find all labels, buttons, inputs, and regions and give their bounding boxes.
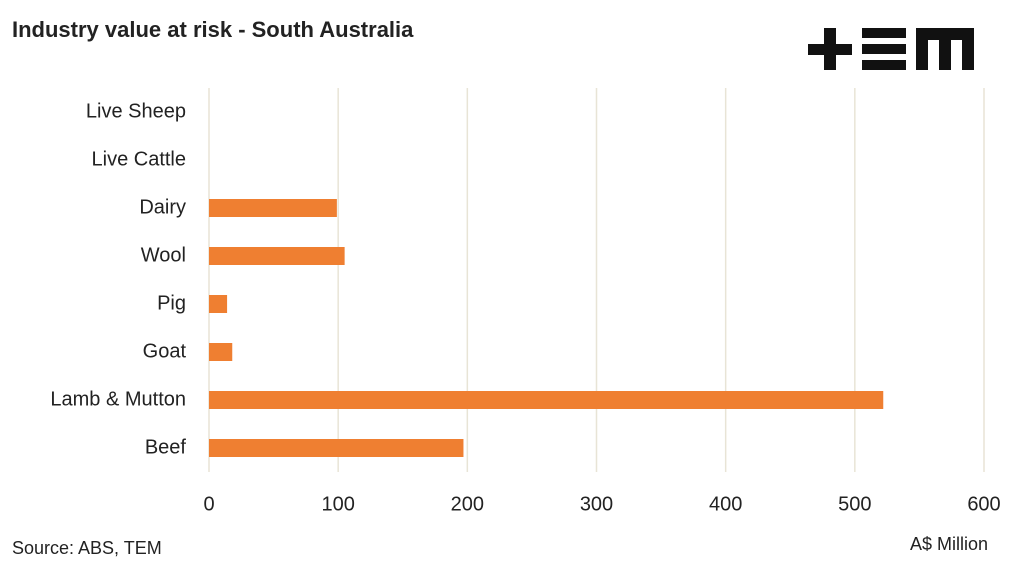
logo-part — [824, 28, 836, 70]
x-tick-label: 400 — [709, 493, 742, 515]
y-tick-label: Goat — [143, 340, 187, 362]
y-tick-label: Live Cattle — [92, 148, 187, 170]
logo-part — [862, 44, 906, 54]
logo-part — [862, 60, 906, 70]
bar — [209, 295, 228, 313]
x-tick-label: 600 — [967, 493, 1000, 515]
y-tick-label: Lamb & Mutton — [50, 388, 186, 410]
source-note: Source: ABS, TEM — [12, 538, 162, 558]
logo-part — [862, 28, 906, 38]
bar — [209, 199, 337, 217]
bar — [209, 391, 884, 409]
y-tick-label: Wool — [141, 244, 186, 266]
x-tick-label: 300 — [580, 493, 613, 515]
logo — [808, 28, 974, 70]
chart-title: Industry value at risk - South Australia — [12, 17, 414, 42]
y-tick-label: Beef — [145, 436, 187, 458]
bar — [209, 247, 345, 265]
logo-part — [916, 28, 974, 70]
bar — [209, 343, 233, 361]
y-tick-label: Live Sheep — [86, 100, 186, 122]
x-tick-label: 200 — [451, 493, 484, 515]
x-tick-label: 100 — [321, 493, 354, 515]
x-tick-label: 500 — [838, 493, 871, 515]
y-tick-label: Dairy — [139, 196, 186, 218]
bar — [209, 439, 464, 457]
x-tick-label: 0 — [203, 493, 214, 515]
x-axis-label: A$ Million — [910, 534, 988, 554]
y-tick-label: Pig — [157, 292, 186, 314]
